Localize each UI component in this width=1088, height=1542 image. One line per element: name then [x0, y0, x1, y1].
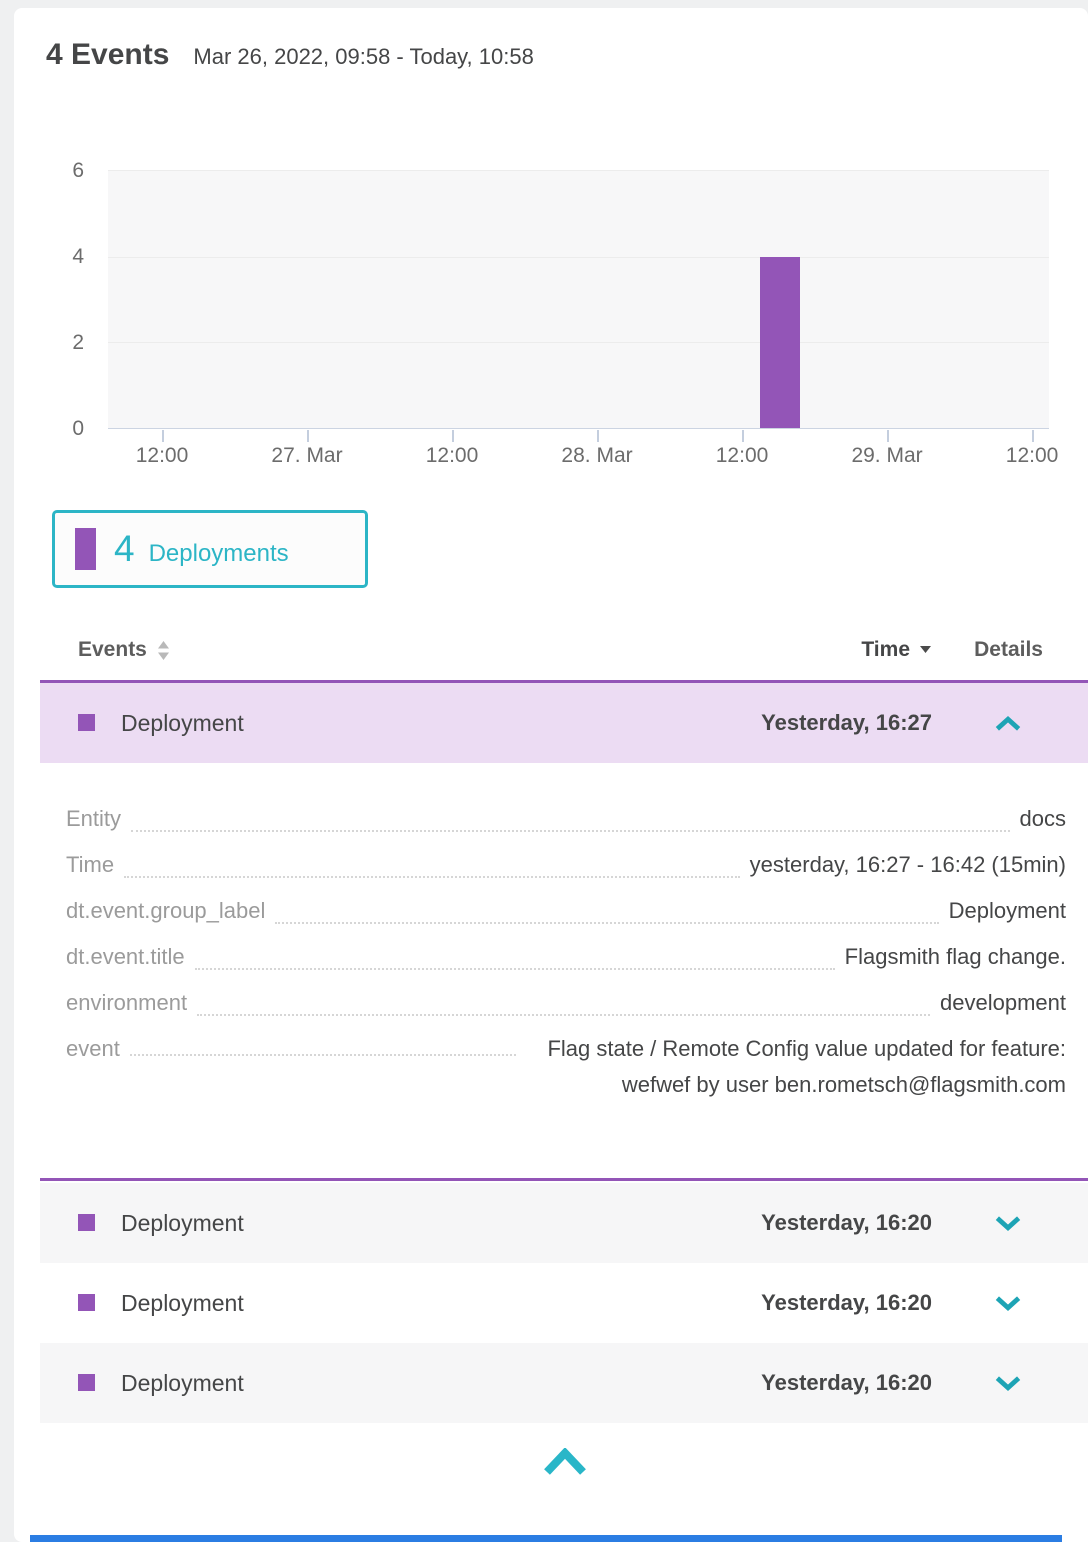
event-name: Deployment	[121, 1370, 244, 1396]
x-tick-mark	[597, 430, 600, 442]
legend-deployments-button[interactable]: 4 Deployments	[52, 510, 368, 588]
panel-header: 4 Events Mar 26, 2022, 09:58 - Today, 10…	[46, 38, 534, 72]
event-time: Yesterday, 16:20	[761, 1210, 932, 1235]
x-axis-tick-label: 28. Mar	[561, 444, 633, 467]
x-axis-tick-label: 12:00	[715, 444, 769, 467]
detail-value: Flag state / Remote Config value updated…	[547, 1036, 1066, 1097]
legend-text: 4 Deployments	[114, 528, 289, 570]
event-time: Yesterday, 16:27	[761, 710, 932, 735]
x-axis-tick-label: 12:00	[1005, 444, 1059, 467]
x-tick-mark	[452, 430, 455, 442]
dotted-leader	[194, 934, 835, 970]
column-header-events[interactable]: Events	[78, 638, 170, 662]
x-tick-mark	[162, 430, 164, 442]
chevron-up-icon	[544, 1448, 586, 1475]
x-axis-tick-label: 12:00	[135, 444, 189, 467]
detail-value: docs	[1019, 806, 1066, 831]
table-header-row: Events Time Details	[14, 630, 1088, 674]
detail-key: event	[66, 1036, 120, 1061]
gridline	[108, 342, 1049, 344]
legend-count: 4	[114, 528, 135, 569]
x-tick-mark	[1032, 430, 1035, 442]
deployments-color-swatch	[75, 528, 96, 570]
column-header-time[interactable]: Time	[861, 638, 932, 662]
detail-value: yesterday, 16:27 - 16:42 (15min)	[749, 852, 1066, 877]
x-axis-tick-label: 29. Mar	[851, 444, 923, 467]
timeframe-label: Mar 26, 2022, 09:58 - Today, 10:58	[193, 44, 534, 69]
dotted-leader	[129, 1026, 516, 1056]
dotted-leader	[124, 842, 740, 878]
deployment-type-icon	[78, 714, 95, 731]
detail-key: dt.event.group_label	[66, 898, 266, 923]
y-axis-tick: 2	[72, 331, 84, 354]
detail-row-environment: environment development	[66, 980, 1066, 1026]
detail-value: development	[940, 990, 1066, 1015]
deployment-type-icon	[78, 1374, 95, 1391]
x-axis-tick-label: 27. Mar	[271, 444, 343, 467]
detail-key: Time	[66, 852, 115, 877]
x-axis-tick-label: 12:00	[425, 444, 479, 467]
page-title: 4 Events	[46, 38, 170, 71]
table-row-deployment-expanded[interactable]: Deployment Yesterday, 16:27	[40, 683, 1088, 763]
events-header-label: Events	[78, 638, 147, 661]
collapse-list-button[interactable]	[537, 1448, 593, 1488]
detail-key: environment	[66, 990, 188, 1015]
detail-value: Flagsmith flag change.	[844, 944, 1066, 969]
detail-row-group-label: dt.event.group_label Deployment	[66, 888, 1066, 934]
chart-bar[interactable]	[760, 256, 801, 428]
event-time: Yesterday, 16:20	[761, 1290, 932, 1315]
dotted-leader	[131, 796, 1010, 832]
detail-row-entity: Entity docs	[66, 796, 1066, 842]
table-row-deployment[interactable]: Deployment Yesterday, 16:20	[40, 1263, 1088, 1343]
detail-row-event-title: dt.event.title Flagsmith flag change.	[66, 934, 1066, 980]
detail-row-time: Time yesterday, 16:27 - 16:42 (15min)	[66, 842, 1066, 888]
detail-row-event: event Flag state / Remote Config value u…	[66, 1026, 1066, 1103]
chevron-down-icon[interactable]	[994, 1295, 1022, 1312]
gridline	[108, 256, 1049, 258]
x-axis-ticks	[108, 430, 1049, 442]
x-tick-mark	[307, 430, 310, 442]
bottom-accent-bar	[30, 1535, 1062, 1542]
detail-value: Deployment	[948, 898, 1066, 923]
table-row-deployment[interactable]: Deployment Yesterday, 16:20	[40, 1343, 1088, 1423]
detail-key: Entity	[66, 806, 122, 831]
deployment-type-icon	[78, 1214, 95, 1231]
event-name: Deployment	[121, 710, 244, 736]
time-header-label: Time	[861, 638, 910, 661]
column-header-details: Details	[974, 638, 1043, 662]
chart-plot-area	[108, 170, 1049, 429]
chevron-down-icon[interactable]	[994, 1375, 1022, 1392]
event-details-panel: Entity docs Time yesterday, 16:27 - 16:4…	[66, 796, 1066, 1103]
x-tick-mark	[887, 430, 890, 442]
y-axis-tick: 6	[72, 159, 84, 182]
y-axis-tick: 0	[72, 417, 84, 440]
sort-unsorted-icon	[157, 640, 169, 660]
x-axis-labels: 12:00 27. Mar 12:00 28. Mar 12:00 29. Ma…	[108, 444, 1059, 472]
legend-label: Deployments	[148, 540, 289, 567]
event-name: Deployment	[121, 1210, 244, 1236]
chevron-down-icon[interactable]	[994, 1215, 1022, 1232]
event-name: Deployment	[121, 1290, 244, 1316]
expanded-row-bottom-border	[40, 1178, 1088, 1181]
deployment-type-icon	[78, 1294, 95, 1311]
x-tick-mark	[742, 430, 745, 442]
expanded-row-top-border	[40, 680, 1088, 683]
table-row-deployment[interactable]: Deployment Yesterday, 16:20	[40, 1183, 1088, 1263]
chevron-up-icon[interactable]	[994, 715, 1022, 732]
sort-descending-icon	[920, 646, 931, 653]
y-axis-tick: 4	[72, 245, 84, 268]
events-panel: 4 Events Mar 26, 2022, 09:58 - Today, 10…	[14, 8, 1088, 1542]
detail-key: dt.event.title	[66, 944, 185, 969]
details-header-label: Details	[974, 638, 1043, 661]
dotted-leader	[197, 980, 931, 1016]
event-time: Yesterday, 16:20	[761, 1370, 932, 1395]
dotted-leader	[275, 888, 939, 924]
